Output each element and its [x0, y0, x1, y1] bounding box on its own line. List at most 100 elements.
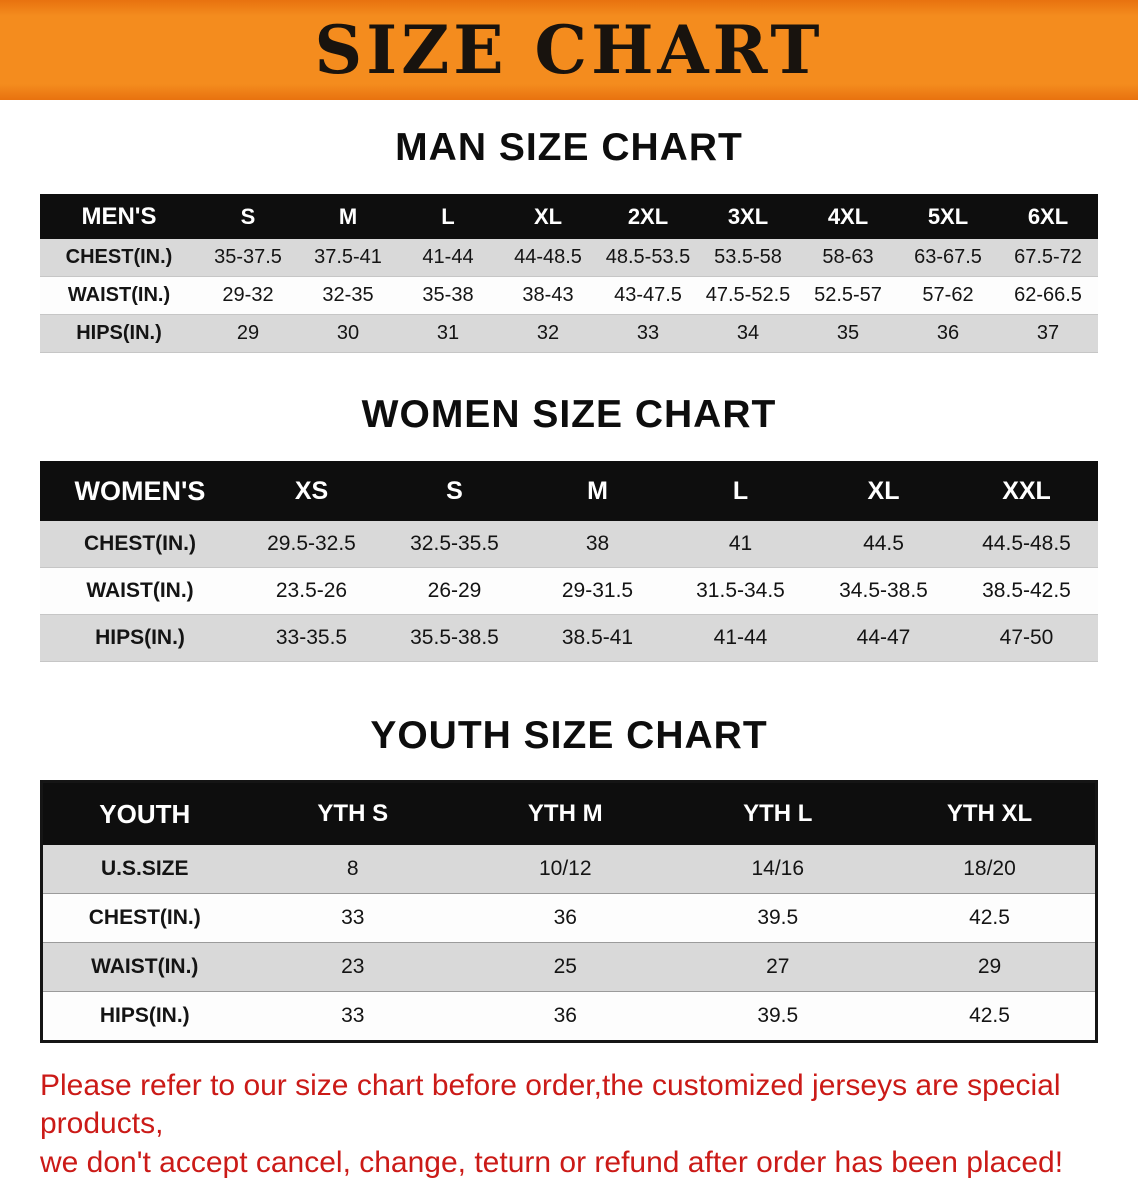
size-value: 63-67.5 — [898, 239, 998, 277]
size-value: 41-44 — [398, 239, 498, 277]
size-value: 10/12 — [459, 845, 672, 894]
size-value: 44.5-48.5 — [955, 521, 1098, 568]
column-header: 4XL — [798, 194, 898, 239]
size-value: 47.5-52.5 — [698, 276, 798, 315]
row-label: U.S.SIZE — [41, 845, 247, 894]
table-row: CHEST(IN.) 33 36 39.5 42.5 — [41, 893, 1097, 943]
column-header: 5XL — [898, 194, 998, 239]
table-row: HIPS(IN.) 33 36 39.5 42.5 — [41, 991, 1097, 1042]
size-value: 53.5-58 — [698, 239, 798, 277]
column-header: WOMEN'S — [40, 461, 240, 521]
column-header: XL — [498, 194, 598, 239]
size-value: 14/16 — [671, 845, 884, 894]
women-header-row: WOMEN'S XS S M L XL XXL — [40, 461, 1098, 521]
column-header: S — [198, 194, 298, 239]
row-label: WAIST(IN.) — [40, 276, 198, 315]
size-value: 33 — [598, 314, 698, 353]
column-header: YTH M — [459, 781, 672, 845]
size-value: 43-47.5 — [598, 276, 698, 315]
size-value: 29 — [198, 314, 298, 353]
table-row: U.S.SIZE 8 10/12 14/16 18/20 — [41, 845, 1097, 894]
column-header: YTH XL — [884, 781, 1097, 845]
size-value: 34.5-38.5 — [812, 567, 955, 615]
size-value: 67.5-72 — [998, 239, 1098, 277]
size-value: 38-43 — [498, 276, 598, 315]
column-header: 2XL — [598, 194, 698, 239]
size-value: 35.5-38.5 — [383, 614, 526, 662]
column-header: YOUTH — [41, 781, 247, 845]
row-label: HIPS(IN.) — [40, 314, 198, 353]
column-header: S — [383, 461, 526, 521]
disclaimer: Please refer to our size chart before or… — [40, 1067, 1098, 1182]
size-value: 62-66.5 — [998, 276, 1098, 315]
men-header-row: MEN'S S M L XL 2XL 3XL 4XL 5XL 6XL — [40, 194, 1098, 239]
row-label: HIPS(IN.) — [40, 614, 240, 662]
women-section-title: WOMEN SIZE CHART — [361, 393, 777, 436]
women-size-table: WOMEN'S XS S M L XL XXL CHEST(IN.) 29.5-… — [40, 461, 1098, 662]
men-section: MAN SIZE CHART MEN'S S M L XL 2XL 3XL 4X… — [0, 126, 1138, 353]
row-label: HIPS(IN.) — [41, 991, 247, 1042]
size-value: 48.5-53.5 — [598, 239, 698, 277]
column-header: 6XL — [998, 194, 1098, 239]
size-value: 52.5-57 — [798, 276, 898, 315]
row-label: CHEST(IN.) — [40, 239, 198, 277]
size-value: 29-31.5 — [526, 567, 669, 615]
column-header: XL — [812, 461, 955, 521]
size-value: 44-47 — [812, 614, 955, 662]
size-value: 33 — [246, 991, 459, 1042]
size-value: 44-48.5 — [498, 239, 598, 277]
size-value: 41-44 — [669, 614, 812, 662]
size-value: 57-62 — [898, 276, 998, 315]
size-value: 30 — [298, 314, 398, 353]
size-value: 38 — [526, 521, 669, 568]
column-header: 3XL — [698, 194, 798, 239]
size-value: 36 — [459, 893, 672, 943]
size-value: 32.5-35.5 — [383, 521, 526, 568]
disclaimer-line-2: we don't accept cancel, change, teturn o… — [40, 1145, 1064, 1179]
size-value: 18/20 — [884, 845, 1097, 894]
youth-section: YOUTH SIZE CHART YOUTH YTH S YTH M YTH L… — [0, 714, 1138, 1043]
size-value: 31 — [398, 314, 498, 353]
size-value: 27 — [671, 942, 884, 992]
size-value: 26-29 — [383, 567, 526, 615]
size-value: 37 — [998, 314, 1098, 353]
size-value: 42.5 — [884, 991, 1097, 1042]
column-header: M — [526, 461, 669, 521]
size-value: 37.5-41 — [298, 239, 398, 277]
size-value: 38.5-41 — [526, 614, 669, 662]
size-value: 8 — [246, 845, 459, 894]
size-value: 33 — [246, 893, 459, 943]
size-value: 35-37.5 — [198, 239, 298, 277]
column-header: L — [669, 461, 812, 521]
column-header: XXL — [955, 461, 1098, 521]
men-section-title: MAN SIZE CHART — [395, 126, 743, 169]
youth-size-table: YOUTH YTH S YTH M YTH L YTH XL U.S.SIZE … — [40, 780, 1098, 1043]
table-row: CHEST(IN.) 29.5-32.5 32.5-35.5 38 41 44.… — [40, 521, 1098, 568]
size-value: 42.5 — [884, 893, 1097, 943]
size-value: 41 — [669, 521, 812, 568]
banner: SIZE CHART — [0, 0, 1138, 100]
column-header: M — [298, 194, 398, 239]
column-header: MEN'S — [40, 194, 198, 239]
size-value: 47-50 — [955, 614, 1098, 662]
size-value: 44.5 — [812, 521, 955, 568]
size-value: 58-63 — [798, 239, 898, 277]
table-row: HIPS(IN.) 29 30 31 32 33 34 35 36 37 — [40, 314, 1098, 353]
column-header: XS — [240, 461, 383, 521]
size-value: 36 — [459, 991, 672, 1042]
size-value: 31.5-34.5 — [669, 567, 812, 615]
size-value: 33-35.5 — [240, 614, 383, 662]
men-size-table: MEN'S S M L XL 2XL 3XL 4XL 5XL 6XL CHEST… — [40, 194, 1098, 353]
table-row: WAIST(IN.) 23.5-26 26-29 29-31.5 31.5-34… — [40, 567, 1098, 615]
size-value: 29.5-32.5 — [240, 521, 383, 568]
size-value: 23 — [246, 942, 459, 992]
column-header: YTH L — [671, 781, 884, 845]
column-header: L — [398, 194, 498, 239]
size-value: 39.5 — [671, 991, 884, 1042]
size-value: 36 — [898, 314, 998, 353]
row-label: CHEST(IN.) — [40, 521, 240, 568]
disclaimer-line-1: Please refer to our size chart before or… — [40, 1069, 1061, 1141]
row-label: WAIST(IN.) — [41, 942, 247, 992]
size-value: 38.5-42.5 — [955, 567, 1098, 615]
